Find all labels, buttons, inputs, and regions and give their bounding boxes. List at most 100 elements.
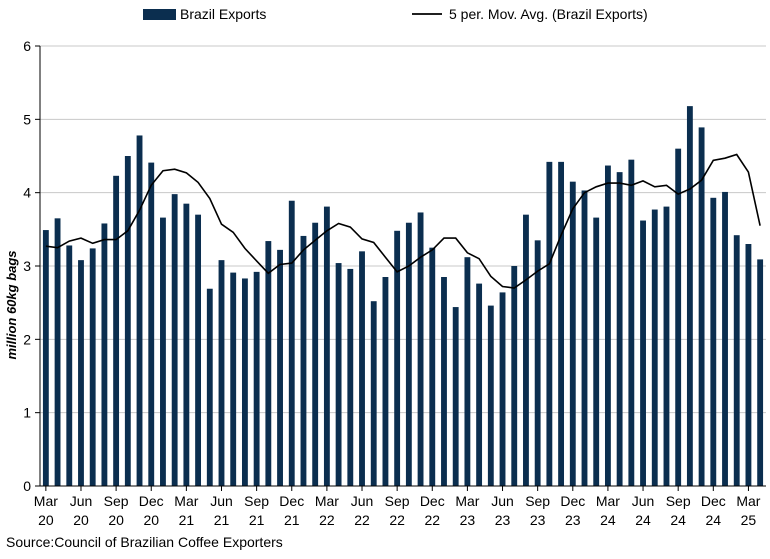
x-tick-label-month: Sep xyxy=(385,493,410,509)
bar xyxy=(230,272,237,486)
bar xyxy=(359,251,365,486)
bar xyxy=(675,148,682,486)
bar xyxy=(124,156,131,486)
bar xyxy=(265,241,272,486)
moving-average-line xyxy=(45,153,761,289)
bar xyxy=(745,244,752,486)
bar xyxy=(476,283,483,486)
y-tick-label: 6 xyxy=(23,38,31,54)
bar xyxy=(452,307,459,486)
x-tick-label-month: Mar xyxy=(34,493,58,509)
bar xyxy=(195,214,202,486)
x-tick-label-month: Sep xyxy=(666,493,691,509)
x-tick-label-month: Jun xyxy=(70,493,93,509)
bar xyxy=(523,214,529,486)
bar xyxy=(499,292,506,486)
x-tick-label-year: 21 xyxy=(284,512,300,528)
bar xyxy=(312,222,319,486)
bar xyxy=(464,257,471,486)
bar xyxy=(487,305,494,486)
bar xyxy=(206,288,213,486)
bar xyxy=(382,277,389,486)
x-tick-label-month: Mar xyxy=(736,493,760,509)
x-tick-label-month: Mar xyxy=(455,493,479,509)
bar xyxy=(218,260,225,486)
y-tick-label: 5 xyxy=(23,111,31,127)
bar xyxy=(710,197,717,487)
x-tick-label-year: 24 xyxy=(706,512,722,528)
bar xyxy=(300,235,307,486)
bar xyxy=(569,181,576,486)
bar xyxy=(277,249,283,486)
x-tick-label-month: Jun xyxy=(491,493,514,509)
x-tick-label-year: 23 xyxy=(565,512,581,528)
x-tick-label-month: Dec xyxy=(701,493,726,509)
x-tick-label-month: Mar xyxy=(315,493,339,509)
x-tick-label-year: 24 xyxy=(670,512,686,528)
x-tick-label-month: Sep xyxy=(525,493,550,509)
bar xyxy=(183,203,190,486)
bar xyxy=(534,240,541,486)
x-tick-label-year: 24 xyxy=(600,512,616,528)
bar xyxy=(546,161,553,486)
x-tick-label-month: Jun xyxy=(210,493,233,509)
bar xyxy=(288,200,295,486)
bar xyxy=(89,248,96,486)
bar xyxy=(698,127,705,487)
bar xyxy=(394,230,401,486)
bar xyxy=(113,175,120,487)
bar xyxy=(253,271,260,486)
x-tick-label-year: 21 xyxy=(214,512,230,528)
x-tick-label-year: 21 xyxy=(249,512,265,528)
x-tick-label-month: Sep xyxy=(104,493,129,509)
bar xyxy=(241,278,248,486)
x-tick-label-month: Dec xyxy=(139,493,164,509)
bar xyxy=(370,301,377,486)
bar xyxy=(417,212,424,486)
x-tick-label-month: Sep xyxy=(244,493,269,509)
y-tick-label: 0 xyxy=(23,478,31,494)
x-tick-label-month: Mar xyxy=(174,493,198,509)
bar xyxy=(347,268,354,486)
bar xyxy=(616,172,623,486)
x-tick-label-year: 22 xyxy=(354,512,370,528)
y-tick-label: 3 xyxy=(23,258,31,274)
x-tick-label-year: 23 xyxy=(460,512,476,528)
x-tick-label-year: 22 xyxy=(424,512,440,528)
bar xyxy=(136,135,143,486)
bar xyxy=(171,194,178,486)
source-note: Source:Council of Brazilian Coffee Expor… xyxy=(6,534,283,550)
legend: Brazil Exports 5 per. Mov. Avg. (Brazil … xyxy=(143,6,648,22)
x-tick-label-month: Dec xyxy=(279,493,304,509)
bar xyxy=(651,209,658,487)
bar xyxy=(66,245,73,486)
bar xyxy=(429,247,436,486)
legend-line-label: 5 per. Mov. Avg. (Brazil Exports) xyxy=(449,6,648,22)
bars xyxy=(42,106,764,487)
bar xyxy=(640,220,646,487)
x-tick-label-year: 23 xyxy=(495,512,511,528)
x-tick-label-year: 20 xyxy=(38,512,54,528)
bar xyxy=(335,263,342,486)
bar xyxy=(663,206,670,486)
y-axis-ticks: 0 1 2 3 4 5 6 xyxy=(23,38,40,494)
bar xyxy=(558,161,565,486)
y-tick-label: 4 xyxy=(23,185,31,201)
x-axis-ticks: Mar 20 Jun 20 Sep 20 Dec 20 Mar 21 Jun 21 Sep 21 Dec 21… xyxy=(34,486,761,528)
bar xyxy=(78,260,84,486)
x-tick-label-month: Jun xyxy=(351,493,374,509)
legend-bar-label: Brazil Exports xyxy=(180,6,266,22)
bar xyxy=(581,190,588,486)
bar xyxy=(42,230,49,486)
x-tick-label-year: 24 xyxy=(635,512,651,528)
y-axis-label: million 60kg bags xyxy=(4,250,19,359)
legend-bar-swatch xyxy=(143,9,176,20)
bar xyxy=(722,191,728,486)
x-tick-label-year: 25 xyxy=(741,512,757,528)
bar xyxy=(323,206,330,486)
x-tick-label-month: Dec xyxy=(560,493,585,509)
y-tick-label: 1 xyxy=(23,405,31,421)
x-tick-label-month: Jun xyxy=(632,493,655,509)
x-tick-label-month: Mar xyxy=(596,493,620,509)
